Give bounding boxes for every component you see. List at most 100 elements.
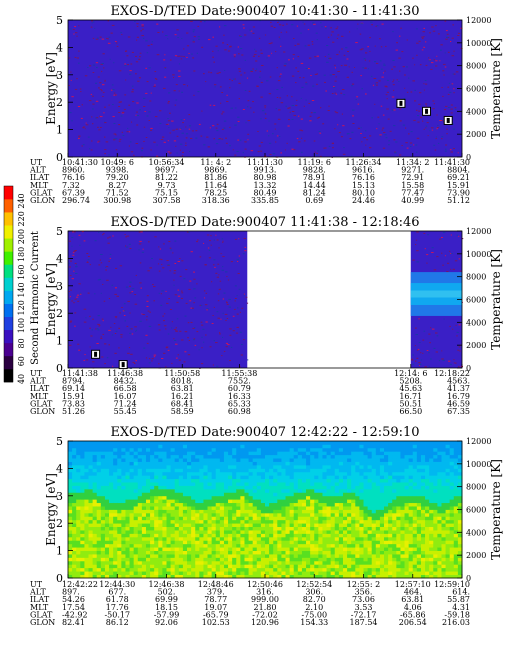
heatmap-cell (359, 441, 364, 445)
heatmap-cell (260, 506, 266, 510)
heatmap-cell (158, 485, 163, 490)
heatmap-cell (396, 526, 401, 531)
heatmap-cell (125, 468, 130, 473)
heatmap-cell (449, 506, 455, 510)
heatmap-cell (388, 495, 393, 500)
y2-tick-label: 4000 (466, 528, 486, 537)
heatmap-cell (145, 516, 151, 521)
heatmap-cell (293, 451, 299, 456)
heatmap-cell (199, 444, 204, 449)
heatmap-cell (158, 468, 163, 473)
heatmap-cell (228, 468, 233, 473)
heatmap-cell (334, 540, 340, 545)
heatmap-cell (301, 485, 307, 490)
heatmap-cell (215, 523, 221, 528)
heatmap-cell (236, 574, 241, 579)
heatmap-cell (269, 564, 274, 569)
heatmap-cell (252, 571, 258, 575)
heatmap-cell (457, 485, 463, 490)
heatmap-cell (330, 444, 336, 449)
heatmap-cell (363, 506, 368, 510)
heatmap-cell (404, 533, 410, 538)
heatmap-cell (203, 499, 208, 504)
heatmap-cell (293, 526, 299, 531)
heatmap-cell (88, 488, 94, 493)
heatmap-cell (256, 550, 262, 555)
heatmap-cell (273, 444, 278, 449)
heatmap-cell (137, 464, 143, 469)
heatmap-cell (207, 571, 213, 575)
heatmap-cell (141, 543, 147, 548)
heatmap-cell (223, 516, 229, 521)
heatmap-cell (203, 574, 208, 579)
heatmap-cell (285, 495, 291, 500)
heatmap-cell (322, 502, 327, 507)
heatmap-cell (285, 571, 291, 575)
table-cell: 21.80 (254, 603, 277, 612)
heatmap-cell (285, 540, 291, 545)
heatmap-cell (334, 557, 340, 562)
heatmap-cell (191, 523, 196, 528)
heatmap-cell (252, 454, 258, 459)
heatmap-cell (141, 530, 147, 534)
heatmap-cell (228, 543, 233, 548)
heatmap-cell (162, 444, 167, 449)
heatmap-cell (285, 499, 291, 504)
heatmap-cell (252, 564, 258, 569)
heatmap-cell (392, 574, 397, 579)
heatmap-cell (191, 478, 196, 483)
heatmap-cell (314, 536, 319, 541)
heatmap-cell (187, 536, 192, 541)
heatmap-cell (104, 512, 110, 517)
heatmap-cell (133, 519, 139, 524)
heatmap-cell (363, 499, 368, 504)
heatmap-cell (457, 506, 463, 510)
heatmap-cell (80, 499, 85, 504)
heatmap-cell (371, 506, 377, 510)
heatmap-cell (162, 564, 167, 569)
heatmap-cell (228, 482, 233, 486)
heatmap-cell (301, 523, 307, 528)
heatmap-cell (88, 502, 94, 507)
heatmap-cell (355, 533, 360, 538)
heatmap-cell (281, 547, 286, 551)
heatmap-cell (137, 533, 143, 538)
heatmap-cell (195, 458, 200, 462)
heatmap-cell (347, 471, 352, 476)
heatmap-cell (96, 451, 102, 456)
heatmap-cell (322, 567, 327, 572)
heatmap-cell (244, 567, 249, 572)
heatmap-cell (187, 567, 192, 572)
heatmap-cell (195, 506, 200, 510)
heatmap-cell (367, 530, 373, 534)
heatmap-cell (256, 519, 262, 524)
heatmap-cell (244, 499, 249, 504)
heatmap-cell (363, 536, 368, 541)
heatmap-cell (121, 567, 126, 572)
heatmap-cell (244, 506, 249, 510)
heatmap-cell (441, 468, 446, 473)
heatmap-cell (445, 547, 451, 551)
heatmap-cell (433, 485, 438, 490)
heatmap-cell (359, 519, 364, 524)
heatmap-cell (248, 564, 254, 569)
y-tick-label: 1 (56, 124, 63, 137)
heatmap-cell (375, 557, 381, 562)
heatmap-cell (170, 506, 176, 510)
heatmap-cell (228, 571, 233, 575)
heatmap-cell (236, 447, 241, 452)
heatmap-cell (219, 499, 225, 504)
heatmap-cell (191, 499, 196, 504)
heatmap-cell (166, 560, 171, 565)
heatmap-cell (137, 475, 143, 480)
heatmap-cell (236, 488, 241, 493)
heatmap-cell (326, 557, 332, 562)
heatmap-cell (404, 571, 410, 575)
heatmap-cell (404, 526, 410, 531)
heatmap-cell (392, 471, 397, 476)
heatmap-cell (449, 533, 455, 538)
heatmap-cell (150, 540, 155, 545)
heatmap-cell (80, 492, 85, 497)
heatmap-cell (388, 550, 393, 555)
